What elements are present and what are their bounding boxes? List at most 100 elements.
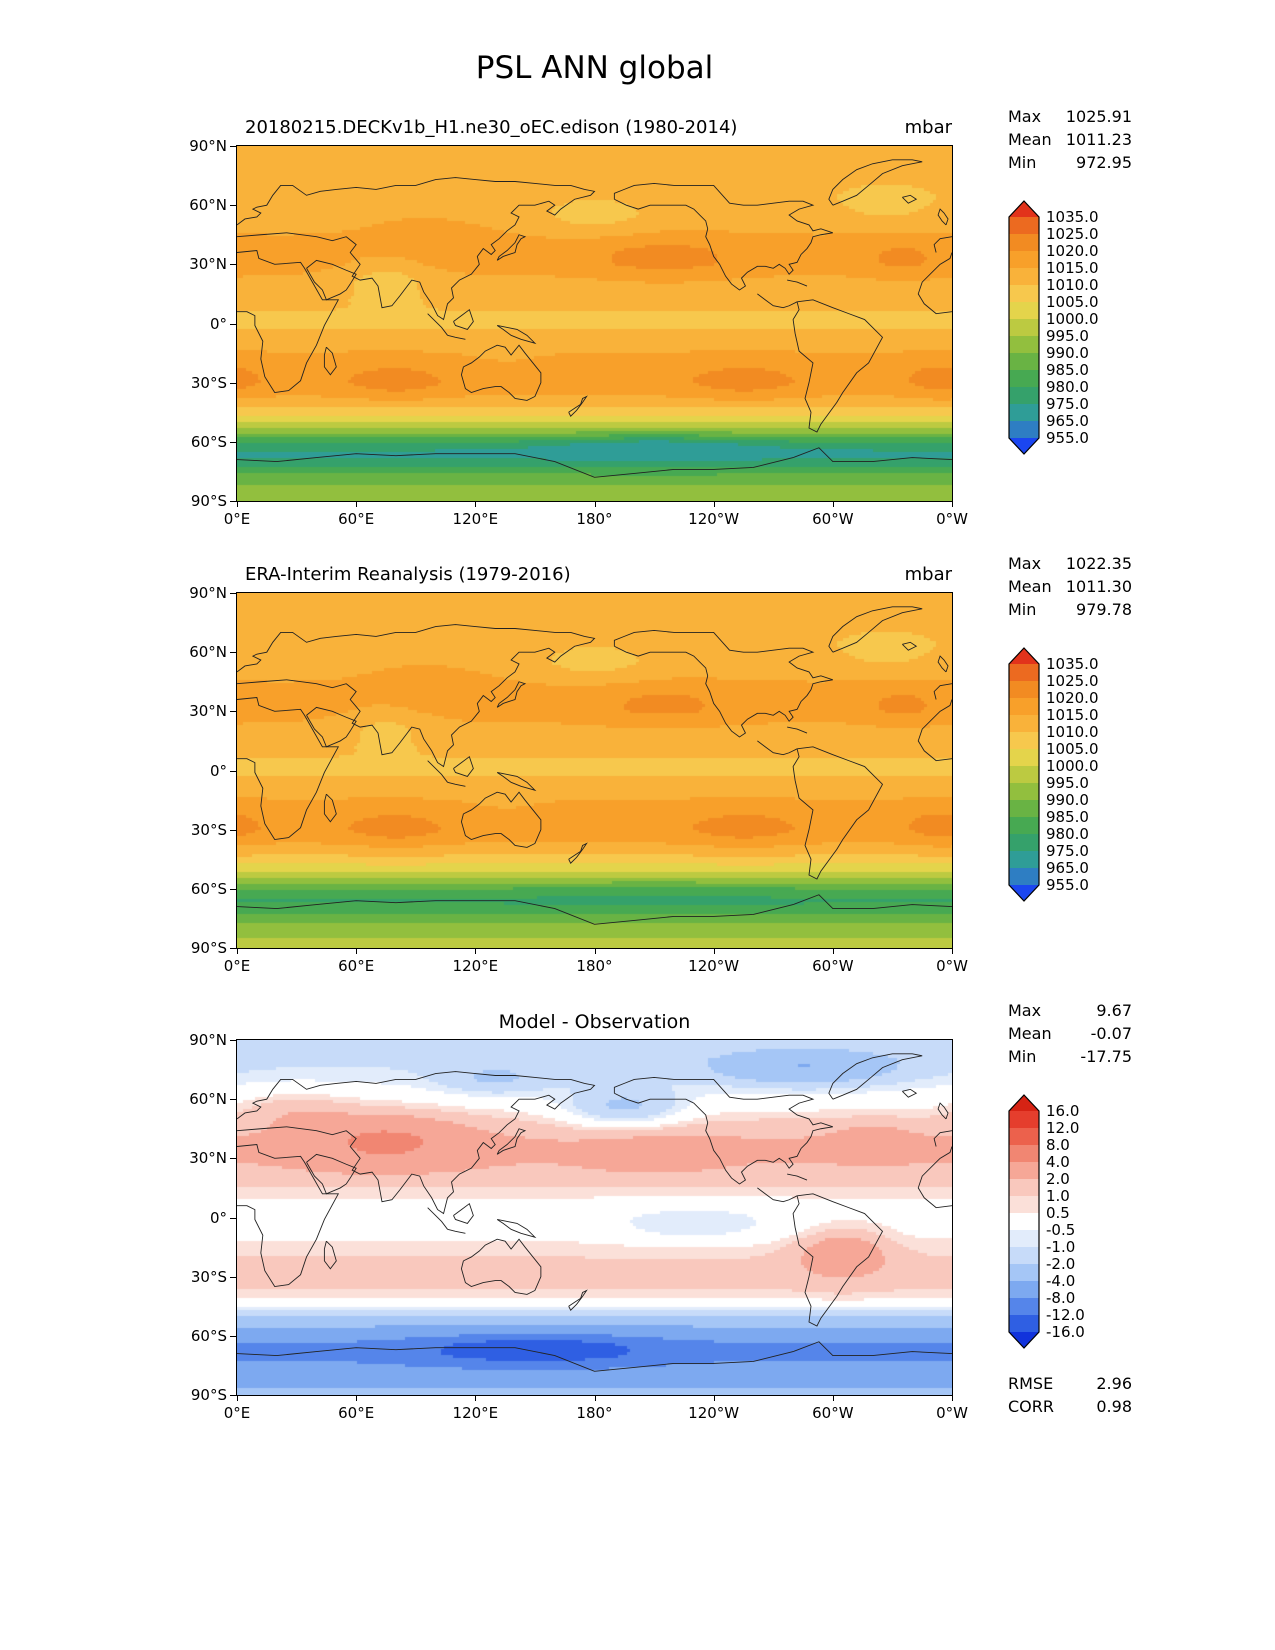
coastline-path	[902, 1089, 916, 1097]
colorbar-tick-label: 16.0	[1046, 1102, 1080, 1120]
colorbar-tick-label: 965.0	[1046, 859, 1089, 877]
colorbar-svg	[1008, 1094, 1040, 1349]
coastlines	[237, 146, 952, 501]
coastline-path	[829, 1054, 922, 1099]
y-tick-label: 30°S	[190, 1267, 227, 1286]
coastline-path	[237, 1072, 595, 1214]
coastline-path	[237, 625, 595, 767]
coastline-path	[307, 260, 357, 299]
colorbar-tick-label: 1020.0	[1046, 689, 1099, 707]
x-tick	[237, 1395, 238, 1401]
coastline-path	[793, 1194, 882, 1326]
stat-label: Mean	[1008, 577, 1052, 596]
coastline-path	[918, 253, 952, 314]
x-tick-label: 180°	[576, 510, 613, 528]
colorbar-tick-label: 955.0	[1046, 429, 1089, 447]
x-tick-label: 0°E	[223, 957, 251, 975]
stat-value: 1022.35	[1065, 554, 1132, 573]
y-tick	[230, 1335, 237, 1337]
x-tick-label: 60°W	[812, 1404, 854, 1422]
coastline-path	[497, 1219, 535, 1237]
stat-value: 1011.30	[1065, 577, 1132, 596]
x-tick	[356, 501, 358, 507]
stat-label: Mean	[1008, 1024, 1052, 1043]
colorbar-tick-label: -12.0	[1046, 1306, 1085, 1324]
figure-title: PSL ANN global	[475, 50, 714, 86]
y-tick	[230, 770, 237, 772]
colorbar-tick-label: 1025.0	[1046, 225, 1099, 243]
colorbar-tick-label: 1005.0	[1046, 740, 1099, 758]
y-tick	[230, 441, 237, 443]
y-tick	[230, 1099, 237, 1101]
x-tick-label: 60°W	[812, 957, 854, 975]
y-tick-label: 90°S	[190, 492, 227, 510]
panel-title: 20180215.DECKv1b_H1.ne30_oEC.edison (198…	[245, 117, 738, 138]
colorbar-svg	[1008, 647, 1040, 902]
y-tick-label: 90°N	[189, 1031, 227, 1049]
y-tick-label: 30°N	[189, 255, 227, 274]
colorbar-tick-label: 2.0	[1046, 1170, 1070, 1188]
stat-value: 2.96	[1096, 1374, 1132, 1393]
x-tick	[832, 1395, 834, 1401]
coastline-path	[934, 237, 952, 253]
y-tick-label: 60°N	[189, 196, 227, 215]
colorbar-tick-label: 1025.0	[1046, 672, 1099, 690]
stat-label: Mean	[1008, 130, 1052, 149]
x-tick-label: 60°E	[338, 957, 375, 975]
coastline-path	[918, 1147, 952, 1208]
coastline-path	[614, 183, 832, 290]
y-tick-label: 0°	[209, 1208, 227, 1227]
colorbar-tick-label: 4.0	[1046, 1153, 1070, 1171]
coastline-path	[237, 1145, 338, 1287]
coastline-path	[497, 235, 525, 261]
coastline-path	[497, 682, 525, 708]
colorbar-tick-label: 985.0	[1046, 361, 1089, 379]
y-tick-label: 90°S	[190, 939, 227, 957]
coastline-path	[324, 347, 336, 375]
colorbar-tick-label: 975.0	[1046, 395, 1089, 413]
coastline-path	[428, 1208, 448, 1230]
coastline-path	[448, 335, 466, 339]
coastline-path	[497, 772, 535, 790]
colorbar-tick-label: 980.0	[1046, 378, 1089, 396]
colorbar-tick-label: -16.0	[1046, 1323, 1085, 1341]
colorbar-tick-label: -8.0	[1046, 1289, 1076, 1307]
panel-title: ERA-Interim Reanalysis (1979-2016)	[245, 564, 571, 585]
colorbar-tick-label: 965.0	[1046, 412, 1089, 430]
coastline-path	[934, 1131, 952, 1147]
colorbar-tick-label: 995.0	[1046, 327, 1089, 345]
stat-value: 1011.23	[1065, 130, 1132, 149]
coastline-path	[793, 747, 882, 879]
map-observation: 0°E 60°E 120°E 180° 120°W 60°W 0°W 90°N 60°N 30°N…	[189, 584, 968, 975]
colorbar-tick-label: 985.0	[1046, 808, 1089, 826]
coastline-path	[569, 843, 587, 863]
x-tick-label: 60°E	[338, 1404, 375, 1422]
x-tick	[594, 501, 596, 507]
coastline-path	[938, 656, 948, 672]
coastline-path	[757, 741, 797, 755]
stats-block: Max 1022.35 Mean 1011.30 Min 979.78	[1008, 552, 1132, 621]
stats-block: Max 1025.91 Mean 1011.23 Min 972.95	[1008, 105, 1132, 174]
y-tick	[230, 1276, 237, 1278]
coastline-path	[569, 396, 587, 416]
colorbar-tick-label: 1010.0	[1046, 276, 1099, 294]
map-difference: 0°E 60°E 120°E 180° 120°W 60°W 0°W 90°N 60°N 30°N…	[189, 1031, 968, 1422]
y-tick	[230, 1395, 237, 1396]
y-tick	[230, 323, 237, 325]
colorbar-tick-label: 980.0	[1046, 825, 1089, 843]
coastline-path	[497, 1129, 525, 1155]
x-tick-label: 180°	[576, 1404, 613, 1422]
x-tick-label: 120°W	[688, 957, 740, 975]
y-tick-label: 60°S	[190, 879, 227, 898]
stat-label: Min	[1008, 153, 1037, 172]
stat-label: RMSE	[1008, 1374, 1054, 1393]
x-tick-label: 60°W	[812, 510, 854, 528]
x-tick	[713, 1395, 715, 1401]
panel-difference: Model - Observation Max 9.67 Mean -0.07 Mi…	[0, 999, 1275, 1446]
coastline-path	[902, 195, 916, 203]
x-tick-label: 0°W	[936, 510, 968, 528]
coastline-path	[448, 782, 466, 786]
colorbar-tick-label: 1020.0	[1046, 242, 1099, 260]
stat-label: Max	[1008, 554, 1042, 573]
x-tick	[356, 1395, 358, 1401]
